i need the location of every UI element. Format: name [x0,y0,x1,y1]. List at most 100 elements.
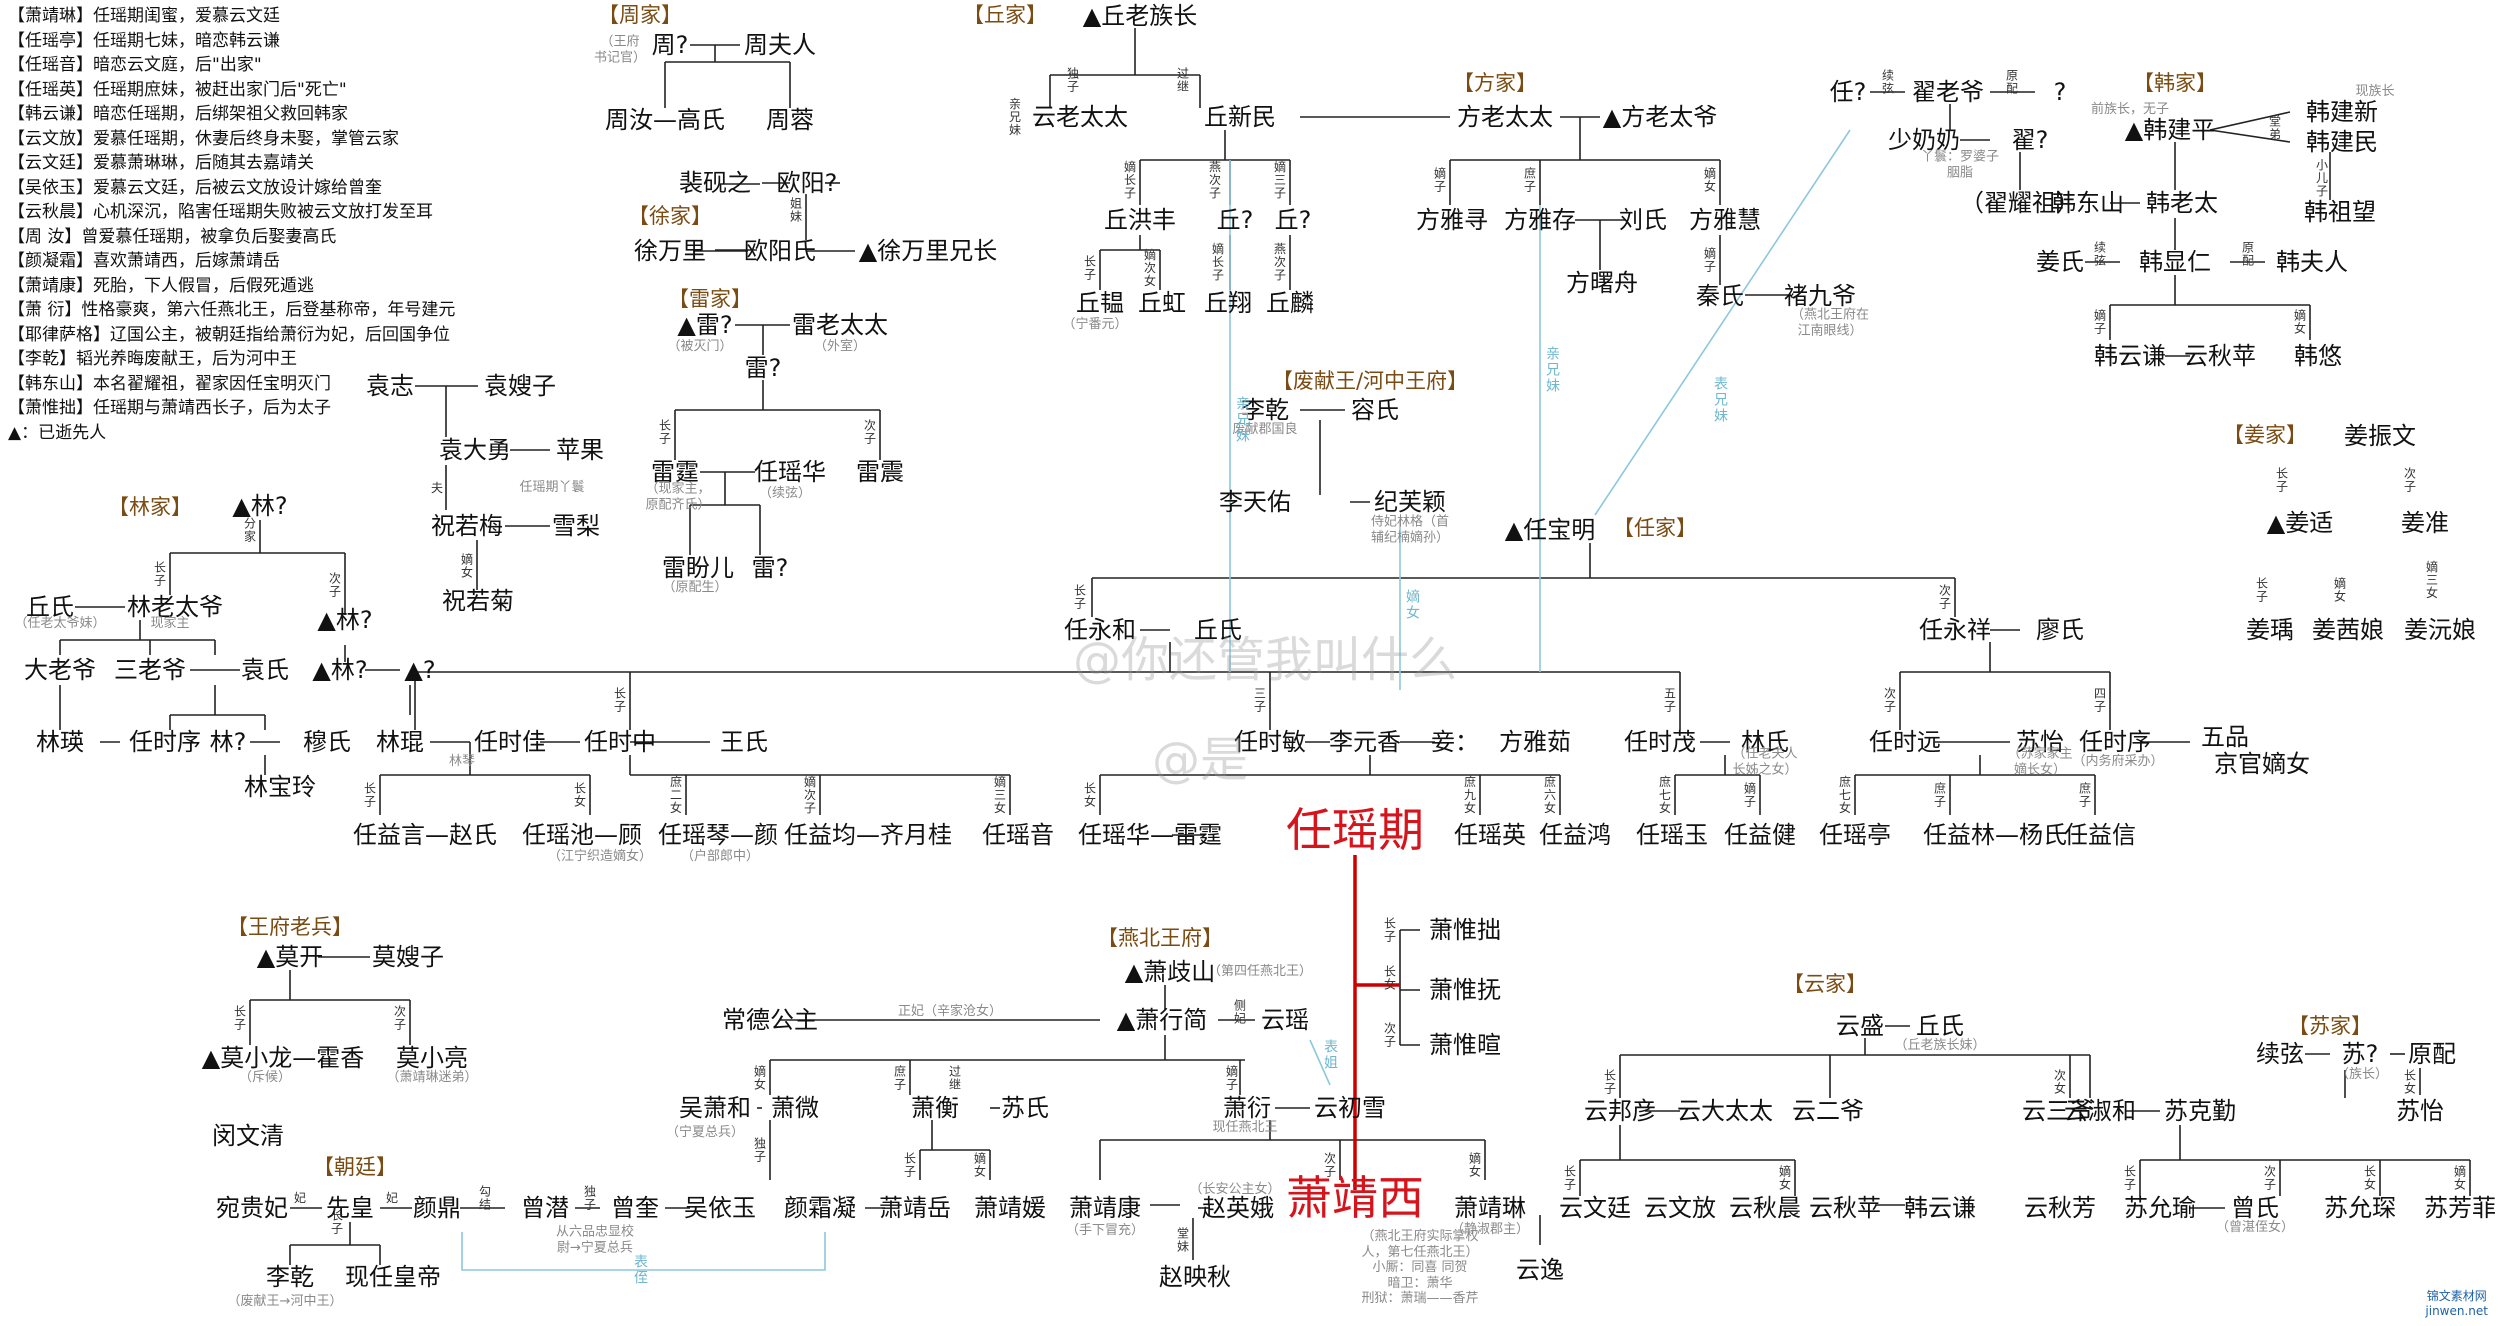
person-node: 云文廷 [1559,1194,1631,1222]
relation-mark: 嫡女 [459,553,474,579]
person-node: ▲方老太爷 [1602,103,1718,131]
person-node: 王氏 [720,728,768,756]
person-node: 莫嫂子 [372,943,444,971]
person-node: 韩夫人 [2276,248,2348,276]
person-node: 任时中 [584,728,656,756]
annotation-note: （手下冒充） [1065,1223,1145,1239]
person-node: 任永和 [1064,616,1136,644]
person-node: 纪芙颖 [1374,488,1446,516]
person-node: 原配 [2408,1040,2456,1068]
relation-mark: 长女 [2362,1165,2377,1191]
relation-mark: 长子 [2122,1165,2137,1191]
family-label-han: 【韩家】 [2133,71,2217,95]
person-node: 任瑶英 [1454,821,1526,849]
person-node: 萧靖康 [1069,1194,1141,1222]
person-node: 云瑶 [1261,1006,1309,1034]
blue-relation-mark: 亲兄妹 [1544,346,1560,394]
person-node: ? [2053,78,2067,106]
legend-line: 【萧 衍】性格豪爽，第六任燕北王，后登基称帝，年号建元 [8,300,456,320]
relation-mark: 长子 [1602,1069,1617,1095]
person-node: 云秋芳 [2024,1194,2096,1222]
annotation-note: （长安公主女） [1189,1182,1281,1198]
relation-mark: 嫡女 [1702,167,1717,193]
person-node: 林老太爷 [127,593,223,621]
person-node: 苏芳菲 [2424,1194,2496,1222]
annotation-note: （静淑郡主） [1450,1222,1530,1238]
annotation-note: （任老太爷妹） [14,616,106,632]
person-node: 袁志 [366,372,414,400]
person-node: 苏怡 [2396,1097,2444,1125]
annotation-note: （燕北王府在 江南眼线） [1790,307,1870,338]
person-node: 祝若梅 [431,512,503,540]
person-node: 姜茜娘 [2312,616,2384,644]
annotation-note: （宁夏总兵） [665,1125,745,1141]
person-node: 闵文清 [212,1122,284,1150]
person-node: 苏怡 [2016,728,2064,756]
person-node: 云盛 [1836,1012,1884,1040]
blue-relation-mark: 表兄妹 [1712,376,1728,424]
person-node: 姜瑀 [2246,616,2294,644]
relation-mark: 庶子 [2077,782,2092,808]
person-node: 大老爷 [24,656,96,684]
relation-mark: 次子 [2262,1165,2277,1191]
blue-relation-mark: 亲兄妹 [1234,396,1250,444]
person-node: 欧阳? [776,169,838,197]
person-node: 丘氏 [1194,616,1242,644]
relation-mark: 小儿子 [2314,158,2329,198]
relation-mark: 庶六女 [1542,775,1557,815]
legend-line: 【任瑶英】任瑶期庶妹，被赶出家门后"死亡" [8,79,347,100]
family-label-wangfu-laobing: 【王府老兵】 [227,915,353,939]
person-node: 雷老太太 [792,311,888,339]
annotation-note: 林琴 [448,754,476,770]
relation-mark: 庶七女 [1657,775,1672,815]
person-node: 容氏 [1351,396,1399,424]
person-node: 京官嫡女 [2214,750,2310,778]
person-node: 雷? [744,354,782,382]
person-node: 颜霜凝 [784,1194,856,1222]
relation-mark: 嫡子 [1742,782,1757,808]
person-node: 任瑶华—雷霆 [1078,821,1222,849]
relation-mark: 妃 [292,1191,307,1205]
person-node: 任永祥 [1919,616,1991,644]
relation-mark: 长子 [2254,577,2269,603]
relation-mark: 庶七女 [1837,775,1852,815]
site-logo: 锦文素材网 jinwen.net [2425,1289,2488,1318]
person-node: 萧靖琳 [1454,1194,1526,1222]
person-node: 丘新民 [1204,103,1276,131]
relation-mark: 嫡三女 [992,775,1007,815]
relation-mark: 嫡女 [2292,309,2307,335]
person-node: 丘氏 [1916,1012,1964,1040]
relation-mark: 长子 [657,419,672,445]
legend-line: 【云文廷】爱慕萧琳琳，后随其去嘉靖关 [8,153,314,173]
person-node: 韩祖望 [2304,198,2376,226]
person-node: 云二爷 [1792,1097,1864,1125]
annotation-note: （废献王→河中王） [227,1294,343,1310]
person-node: ▲徐万里兄长 [858,237,998,265]
person-node: 云三爷 [2022,1097,2094,1125]
person-node: 少奶奶 [1888,126,1960,154]
relation-mark: 嫡女 [972,1152,987,1178]
annotation-note: （任老夫人 长姊之女） [1732,746,1798,777]
person-node: 丘麟 [1266,289,1314,317]
family-label-ren: 【任家】 [1613,516,1697,540]
person-node: 任益言—赵氏 [353,821,497,849]
person-node: 李乾 [266,1263,314,1291]
person-node: 妾： [1431,728,1479,756]
person-node: 宛贵妃 [216,1194,288,1222]
annotation-note: （江宁织造嫡女） [547,849,653,865]
relation-mark: 庶子 [1932,782,1947,808]
relation-mark: 过继 [947,1065,962,1091]
person-node: 赵英娥 [1202,1194,1274,1222]
person-node: 韩东山 [2052,189,2124,217]
person-node: 云秋苹 [2184,342,2256,370]
person-node: 祝若菊 [442,587,514,615]
person-node: 丘韫 [1076,289,1124,317]
legend-line: 【耶律萨格】辽国公主，被朝廷指给萧衍为妃，后回国争位 [8,324,450,345]
person-node: 苏允瑜 [2124,1194,2196,1222]
relation-mark: 妃 [384,1191,399,1205]
person-node: 雷盼儿 [662,554,734,582]
person-node: （翟耀祖） [1960,189,2080,217]
relation-mark: 长子 [902,1152,917,1178]
relation-mark: 长女 [1382,965,1397,991]
